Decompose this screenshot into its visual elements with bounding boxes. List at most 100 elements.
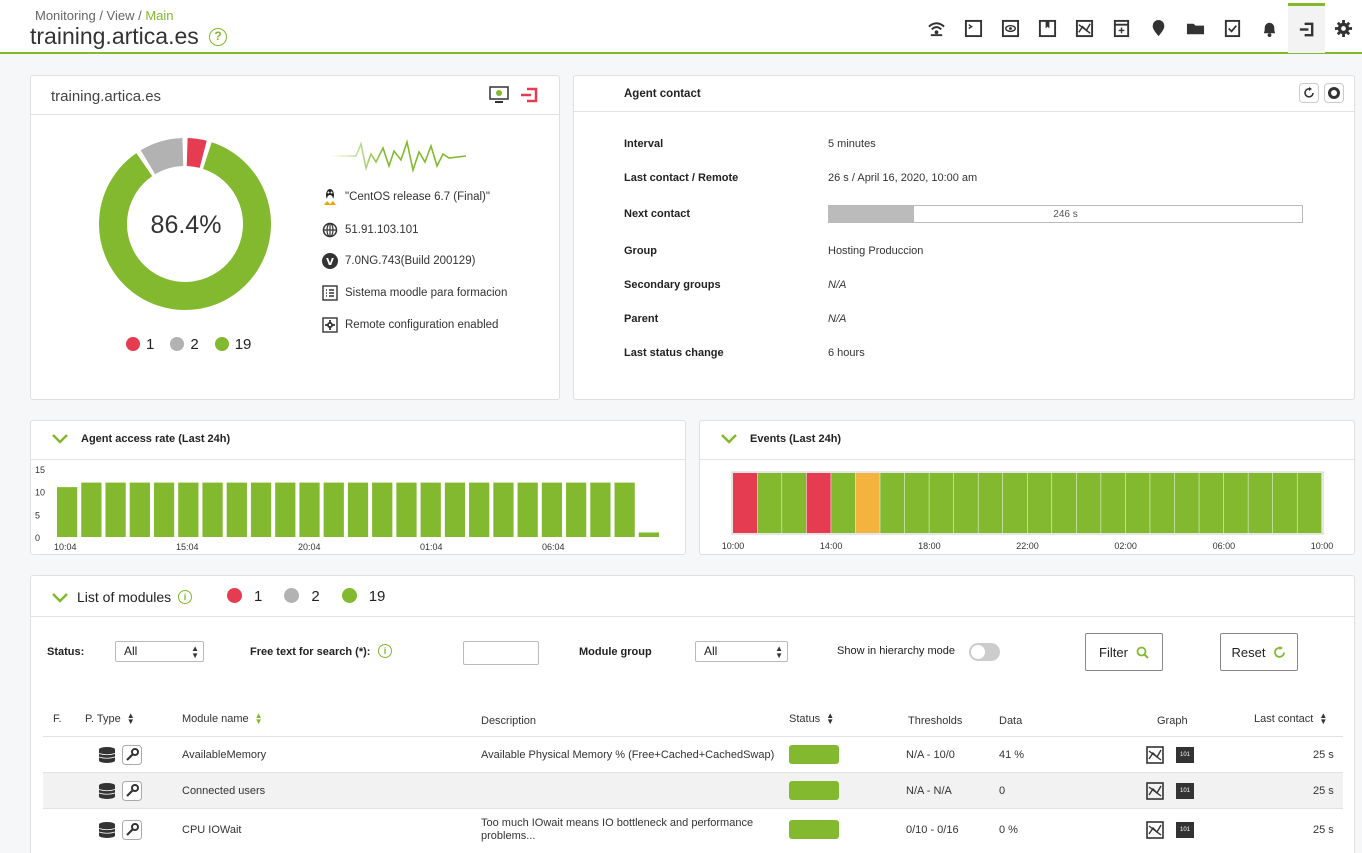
- search-input[interactable]: [463, 641, 539, 665]
- col-flag: F.: [53, 713, 62, 725]
- access-bar: [129, 482, 150, 537]
- module-thresholds: N/A - N/A: [906, 785, 952, 797]
- parent-label: Parent: [624, 313, 659, 325]
- access-bar: [178, 482, 199, 537]
- breadcrumb-main[interactable]: Main: [145, 8, 174, 23]
- raw-data-icon[interactable]: 101: [1176, 822, 1194, 838]
- access-bar: [81, 482, 102, 537]
- table-row[interactable]: AvailableMemory Available Physical Memory…: [43, 736, 1343, 772]
- x-tick-label: 10:00: [722, 541, 745, 551]
- folder-icon[interactable]: [1177, 3, 1214, 53]
- remote-icon[interactable]: [1288, 3, 1325, 53]
- module-group-select[interactable]: All ▲ ▼: [695, 641, 788, 662]
- x-tick-label: 15:04: [176, 542, 199, 552]
- filter-button[interactable]: Filter: [1085, 633, 1163, 671]
- raw-data-icon[interactable]: 101: [1176, 783, 1194, 799]
- module-name[interactable]: CPU IOWait: [182, 824, 242, 836]
- event-segment-normal: [1174, 473, 1199, 533]
- col-status[interactable]: Status ▲ ▼: [789, 711, 835, 726]
- search-icon: [1136, 646, 1149, 659]
- wrench-icon[interactable]: [122, 820, 142, 840]
- graph-icon[interactable]: [1146, 782, 1164, 800]
- version-icon: V: [321, 252, 339, 270]
- graph-icon[interactable]: [1066, 3, 1103, 53]
- access-bar: [444, 482, 466, 537]
- refresh-button[interactable]: [1299, 83, 1319, 103]
- toolbar: [918, 3, 1362, 53]
- col-last-contact[interactable]: Last contact ▲ ▼: [1254, 711, 1328, 726]
- eye-icon[interactable]: [992, 3, 1029, 53]
- access-bar: [299, 482, 320, 537]
- version-value: 7.0NG.743(Build 200129): [345, 255, 476, 267]
- remote-config-icon[interactable]: [519, 86, 539, 107]
- last-contact-label: Last contact / Remote: [624, 172, 739, 184]
- breadcrumb-view[interactable]: View: [106, 8, 135, 23]
- chevron-down-icon[interactable]: [51, 592, 69, 604]
- col-data: Data: [999, 715, 1023, 727]
- x-tick-label: 10:04: [54, 542, 77, 552]
- bell-icon[interactable]: [1251, 3, 1288, 53]
- module-name[interactable]: AvailableMemory: [182, 749, 267, 761]
- col-ptype[interactable]: P. Type ▲ ▼: [85, 711, 135, 726]
- help-icon[interactable]: ?: [209, 28, 227, 46]
- data-module-icon: [98, 747, 116, 763]
- wifi-icon[interactable]: [918, 3, 955, 53]
- status-select[interactable]: All ▲ ▼: [115, 641, 204, 662]
- bookmark-icon[interactable]: [1029, 3, 1066, 53]
- status-indicator: [789, 745, 839, 764]
- location-icon[interactable]: [1140, 3, 1177, 53]
- breadcrumb: Monitoring / View / Main: [35, 8, 174, 23]
- graph-icon[interactable]: [1146, 746, 1164, 764]
- info-icon[interactable]: i: [178, 590, 192, 604]
- col-module-name[interactable]: Module name ▲ ▼: [182, 711, 263, 726]
- event-segment-normal: [1052, 473, 1077, 533]
- modules-panel: List of modules i 1 2 19 Status: All ▲ ▼ F…: [30, 575, 1355, 853]
- event-segment-normal: [1150, 473, 1175, 533]
- table-row[interactable]: Connected users N/A - N/A 0 101 25 s: [43, 772, 1343, 808]
- x-tick-label: 01:04: [420, 542, 443, 552]
- gear-icon[interactable]: [1325, 3, 1362, 53]
- reset-button[interactable]: Reset: [1220, 633, 1298, 671]
- force-check-button[interactable]: [1324, 83, 1344, 103]
- chevron-down-icon[interactable]: [720, 433, 738, 445]
- heartbeat-graph: [331, 138, 466, 174]
- terminal-icon[interactable]: [955, 3, 992, 53]
- inventory-icon[interactable]: [1103, 3, 1140, 53]
- reset-icon: [1274, 645, 1286, 658]
- graph-icon[interactable]: [1146, 821, 1164, 839]
- event-segment-critical: [806, 473, 831, 533]
- events-frame: [731, 471, 1324, 535]
- hierarchy-toggle[interactable]: [969, 643, 1000, 661]
- event-segment-critical: [733, 473, 758, 533]
- table-row[interactable]: CPU IOWait Too much IOwait means IO bottl…: [43, 808, 1343, 850]
- event-segment-normal: [1002, 473, 1027, 533]
- event-segment-warning: [855, 473, 880, 533]
- x-tick-label: 20:04: [298, 542, 321, 552]
- modules-title: List of modules: [77, 589, 172, 605]
- description-row: Sistema moodle para formacion: [321, 284, 507, 302]
- remote-config-value: Remote configuration enabled: [345, 319, 499, 331]
- monitor-icon[interactable]: [489, 86, 509, 107]
- y-tick-label: 0: [35, 533, 40, 543]
- wrench-icon[interactable]: [122, 745, 142, 765]
- legend-normal: 19: [214, 336, 251, 353]
- event-segment-normal: [904, 473, 929, 533]
- checklist-icon[interactable]: [1214, 3, 1251, 53]
- donut-slice-critical: [186, 138, 207, 168]
- search-info-icon[interactable]: i: [378, 644, 392, 658]
- event-segment-normal: [782, 473, 807, 533]
- donut-slice-unknown: [140, 138, 184, 175]
- module-status-donut: [99, 138, 271, 310]
- chevron-down-icon[interactable]: [51, 433, 69, 445]
- access-bar: [541, 482, 563, 537]
- wrench-icon[interactable]: [122, 781, 142, 801]
- breadcrumb-monitoring[interactable]: Monitoring: [35, 8, 96, 23]
- module-name[interactable]: Connected users: [182, 785, 266, 797]
- agent-contact-title: Agent contact: [624, 88, 701, 100]
- group-value: Hosting Produccion: [828, 245, 924, 257]
- module-data: 0: [999, 785, 1006, 797]
- raw-data-icon[interactable]: 101: [1176, 747, 1194, 763]
- modules-unknown-count: 2: [284, 588, 320, 605]
- x-tick-label: 22:00: [1016, 541, 1039, 551]
- access-rate-chart: 15 10 5 0 10:04 15:04 20:04 01:04 06:04: [35, 465, 659, 552]
